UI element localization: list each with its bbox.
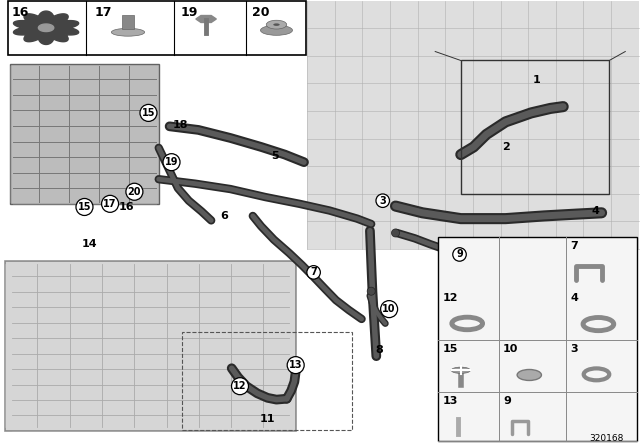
Ellipse shape (367, 287, 375, 295)
Text: 9: 9 (503, 396, 511, 405)
Text: 10: 10 (503, 344, 518, 354)
Text: 19: 19 (180, 6, 198, 19)
Polygon shape (13, 11, 79, 44)
Bar (461, 60, 609, 194)
Text: 7: 7 (570, 241, 578, 251)
Text: 320168: 320168 (589, 434, 624, 443)
Text: 20: 20 (127, 187, 141, 197)
Text: 16: 16 (12, 6, 29, 19)
Bar (307, 1, 639, 249)
Text: 8: 8 (375, 345, 383, 355)
Ellipse shape (111, 28, 145, 36)
Text: 4: 4 (591, 206, 599, 215)
Polygon shape (38, 24, 54, 31)
Bar (5, 261, 296, 431)
Text: 5: 5 (271, 151, 279, 161)
Text: 3: 3 (380, 196, 386, 206)
Text: 4: 4 (570, 293, 578, 302)
Text: 1: 1 (532, 75, 540, 85)
Ellipse shape (266, 20, 287, 29)
Text: 12: 12 (442, 293, 458, 302)
Ellipse shape (273, 23, 280, 26)
Text: 15: 15 (141, 108, 156, 118)
Ellipse shape (451, 367, 470, 373)
Text: 7: 7 (310, 267, 317, 277)
Bar (122, 15, 134, 29)
Ellipse shape (260, 25, 292, 35)
Text: 14: 14 (82, 239, 97, 249)
Bar (10, 64, 159, 204)
Text: 18: 18 (173, 120, 188, 129)
Ellipse shape (517, 370, 541, 380)
Text: 3: 3 (570, 344, 578, 354)
Ellipse shape (449, 246, 460, 256)
Text: 15: 15 (77, 202, 92, 212)
Text: 16: 16 (119, 202, 134, 212)
Text: 6: 6 (220, 211, 228, 221)
Text: 2: 2 (502, 142, 509, 152)
Bar (438, 237, 637, 441)
Text: 9: 9 (456, 250, 463, 259)
Ellipse shape (392, 229, 399, 237)
Text: 19: 19 (164, 157, 179, 167)
Bar (8, 1, 306, 55)
Bar (182, 332, 352, 430)
Text: 13: 13 (442, 396, 458, 405)
Text: 17: 17 (95, 6, 112, 19)
Text: 15: 15 (442, 344, 458, 354)
Text: 17: 17 (103, 199, 117, 209)
Text: 10: 10 (382, 304, 396, 314)
Text: 11: 11 (260, 414, 275, 424)
Text: 13: 13 (289, 360, 303, 370)
Text: 12: 12 (233, 381, 247, 391)
Polygon shape (196, 16, 216, 22)
Text: 20: 20 (252, 6, 269, 19)
